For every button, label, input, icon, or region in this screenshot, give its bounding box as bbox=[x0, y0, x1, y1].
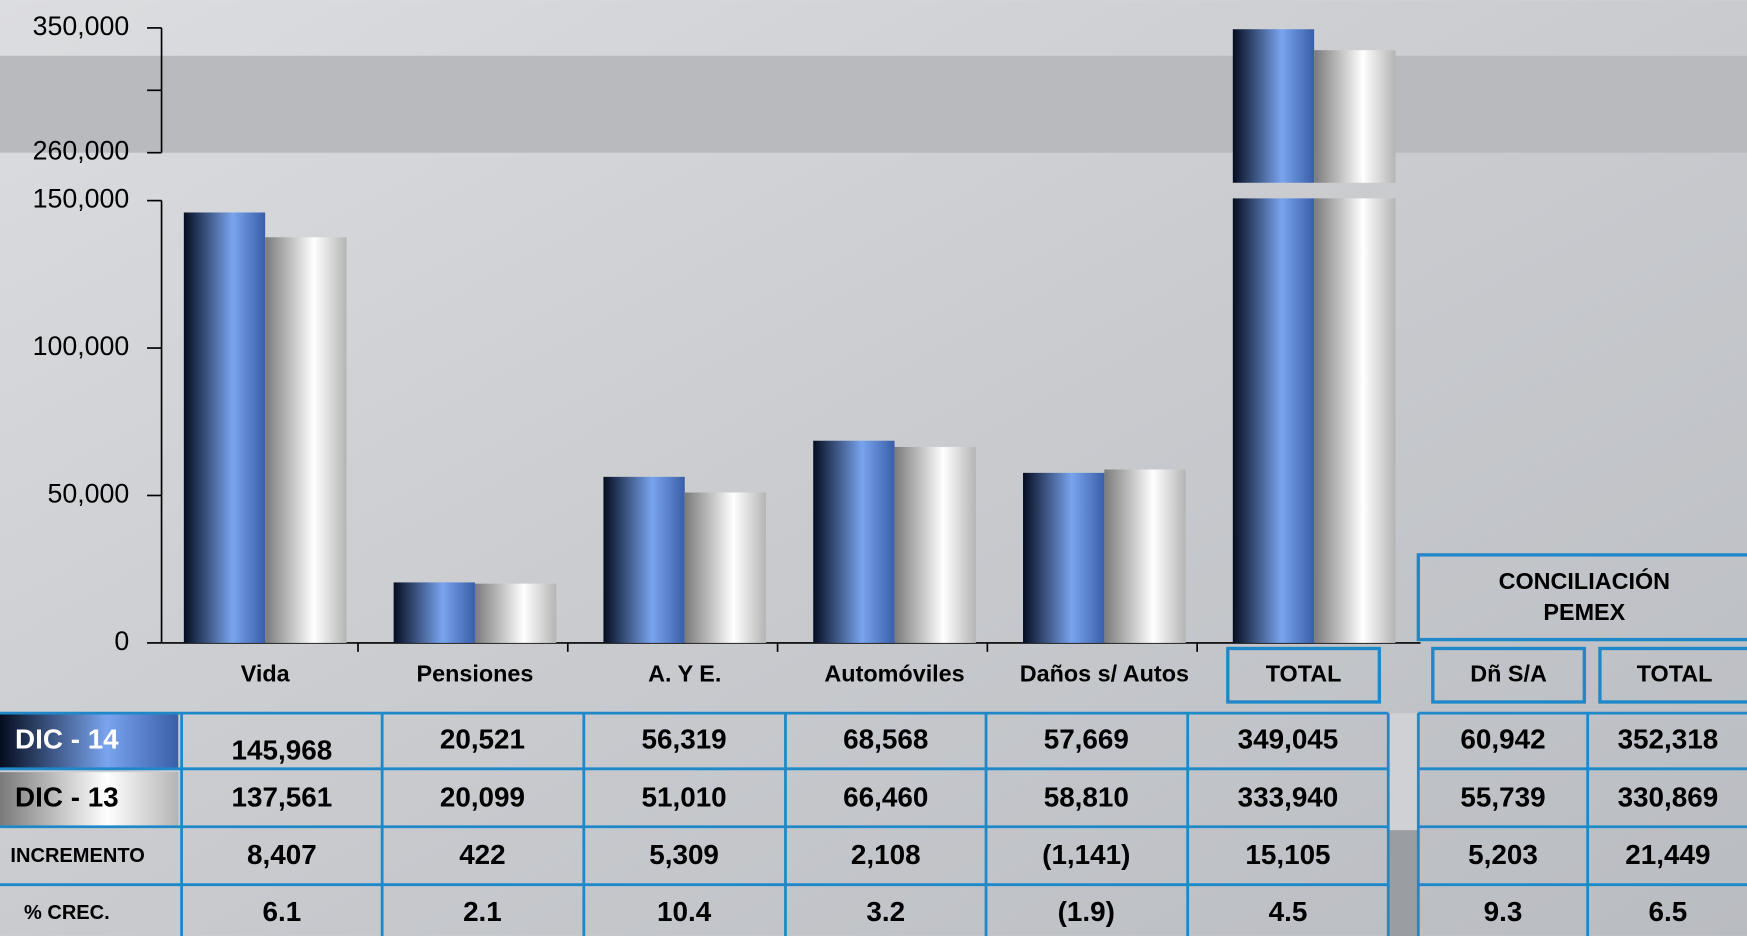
y-tick-label: 350,000 bbox=[33, 11, 130, 41]
x-tick-label: A. Y E. bbox=[648, 660, 721, 686]
row-label: % CREC. bbox=[24, 902, 110, 924]
table-cell: 20,099 bbox=[440, 781, 525, 812]
y-tick-label: 0 bbox=[114, 626, 129, 656]
table-cell: 21,449 bbox=[1625, 839, 1710, 870]
table-cell: 57,669 bbox=[1044, 723, 1129, 754]
conciliation-box bbox=[1416, 553, 1747, 642]
table-cell: 15,105 bbox=[1245, 839, 1330, 870]
table-cell: 3.2 bbox=[866, 896, 905, 927]
table-cell: 68,568 bbox=[843, 723, 928, 754]
conciliation-title: PEMEX bbox=[1543, 599, 1625, 625]
table-cell: 6.5 bbox=[1649, 896, 1688, 927]
y-tick-label: 260,000 bbox=[33, 136, 130, 166]
col-box bbox=[1431, 646, 1587, 704]
table-cell: 55,739 bbox=[1460, 781, 1545, 812]
x-tick-label: Vida bbox=[241, 660, 291, 686]
x-tick-label: TOTAL bbox=[1266, 660, 1342, 686]
table-cell: 2,108 bbox=[851, 839, 921, 870]
column-header: Dñ S/A bbox=[1470, 660, 1547, 686]
table-cell: 2.1 bbox=[463, 896, 502, 927]
table-cell: 145,968 bbox=[232, 734, 333, 765]
table-cell: 6.1 bbox=[263, 896, 302, 927]
legend-label: DIC - 13 bbox=[15, 781, 119, 812]
table-cell: 60,942 bbox=[1460, 723, 1545, 754]
bar bbox=[1104, 469, 1186, 643]
table-cell: 56,319 bbox=[642, 723, 727, 754]
gap bbox=[1388, 830, 1419, 936]
bar bbox=[1314, 198, 1396, 643]
bar bbox=[603, 476, 685, 643]
table-cell: 330,869 bbox=[1618, 781, 1719, 812]
bar bbox=[1232, 198, 1315, 643]
table-cell: 352,318 bbox=[1618, 723, 1719, 754]
table-cell: 20,521 bbox=[440, 723, 525, 754]
legend-label: DIC - 14 bbox=[15, 723, 119, 754]
table-cell: 10.4 bbox=[657, 896, 712, 927]
bar bbox=[684, 492, 767, 643]
y-tick-label: 100,000 bbox=[33, 331, 130, 361]
total-box bbox=[1226, 646, 1381, 704]
table-cell: 5,203 bbox=[1468, 839, 1538, 870]
col-box bbox=[1598, 646, 1747, 704]
x-tick-label: Pensiones bbox=[417, 660, 534, 686]
table-cell: 5,309 bbox=[649, 839, 719, 870]
bar bbox=[1232, 29, 1315, 183]
table-cell: (1.9) bbox=[1058, 896, 1115, 927]
column-header: TOTAL bbox=[1637, 660, 1713, 686]
bar bbox=[1314, 50, 1396, 183]
x-tick-label: Automóviles bbox=[824, 660, 964, 686]
legend-swatch bbox=[0, 714, 179, 768]
bar bbox=[894, 446, 976, 643]
bar bbox=[265, 237, 347, 643]
bar bbox=[393, 582, 475, 643]
axis-break-band bbox=[0, 55, 1747, 153]
y-tick-label: 50,000 bbox=[48, 479, 130, 509]
conciliation-title: CONCILIACIÓN bbox=[1499, 567, 1670, 594]
bar bbox=[183, 212, 266, 643]
table-cell: 333,940 bbox=[1238, 781, 1339, 812]
table-cell: 66,460 bbox=[843, 781, 928, 812]
bar bbox=[474, 583, 557, 643]
table-cell: 8,407 bbox=[247, 839, 317, 870]
bar bbox=[813, 440, 895, 643]
row-label: INCREMENTO bbox=[10, 845, 144, 867]
table-cell: 58,810 bbox=[1044, 781, 1129, 812]
table-cell: 4.5 bbox=[1269, 896, 1308, 927]
table-cell: 9.3 bbox=[1484, 896, 1523, 927]
bar bbox=[1023, 472, 1105, 643]
table-cell: 51,010 bbox=[642, 781, 727, 812]
table-cell: (1,141) bbox=[1042, 839, 1130, 870]
y-tick-label: 150,000 bbox=[33, 184, 130, 214]
x-tick-label: Daños s/ Autos bbox=[1020, 660, 1189, 686]
legend-swatch bbox=[0, 772, 179, 826]
table-cell: 422 bbox=[459, 839, 505, 870]
table-cell: 137,561 bbox=[232, 781, 333, 812]
table-cell: 349,045 bbox=[1238, 723, 1339, 754]
